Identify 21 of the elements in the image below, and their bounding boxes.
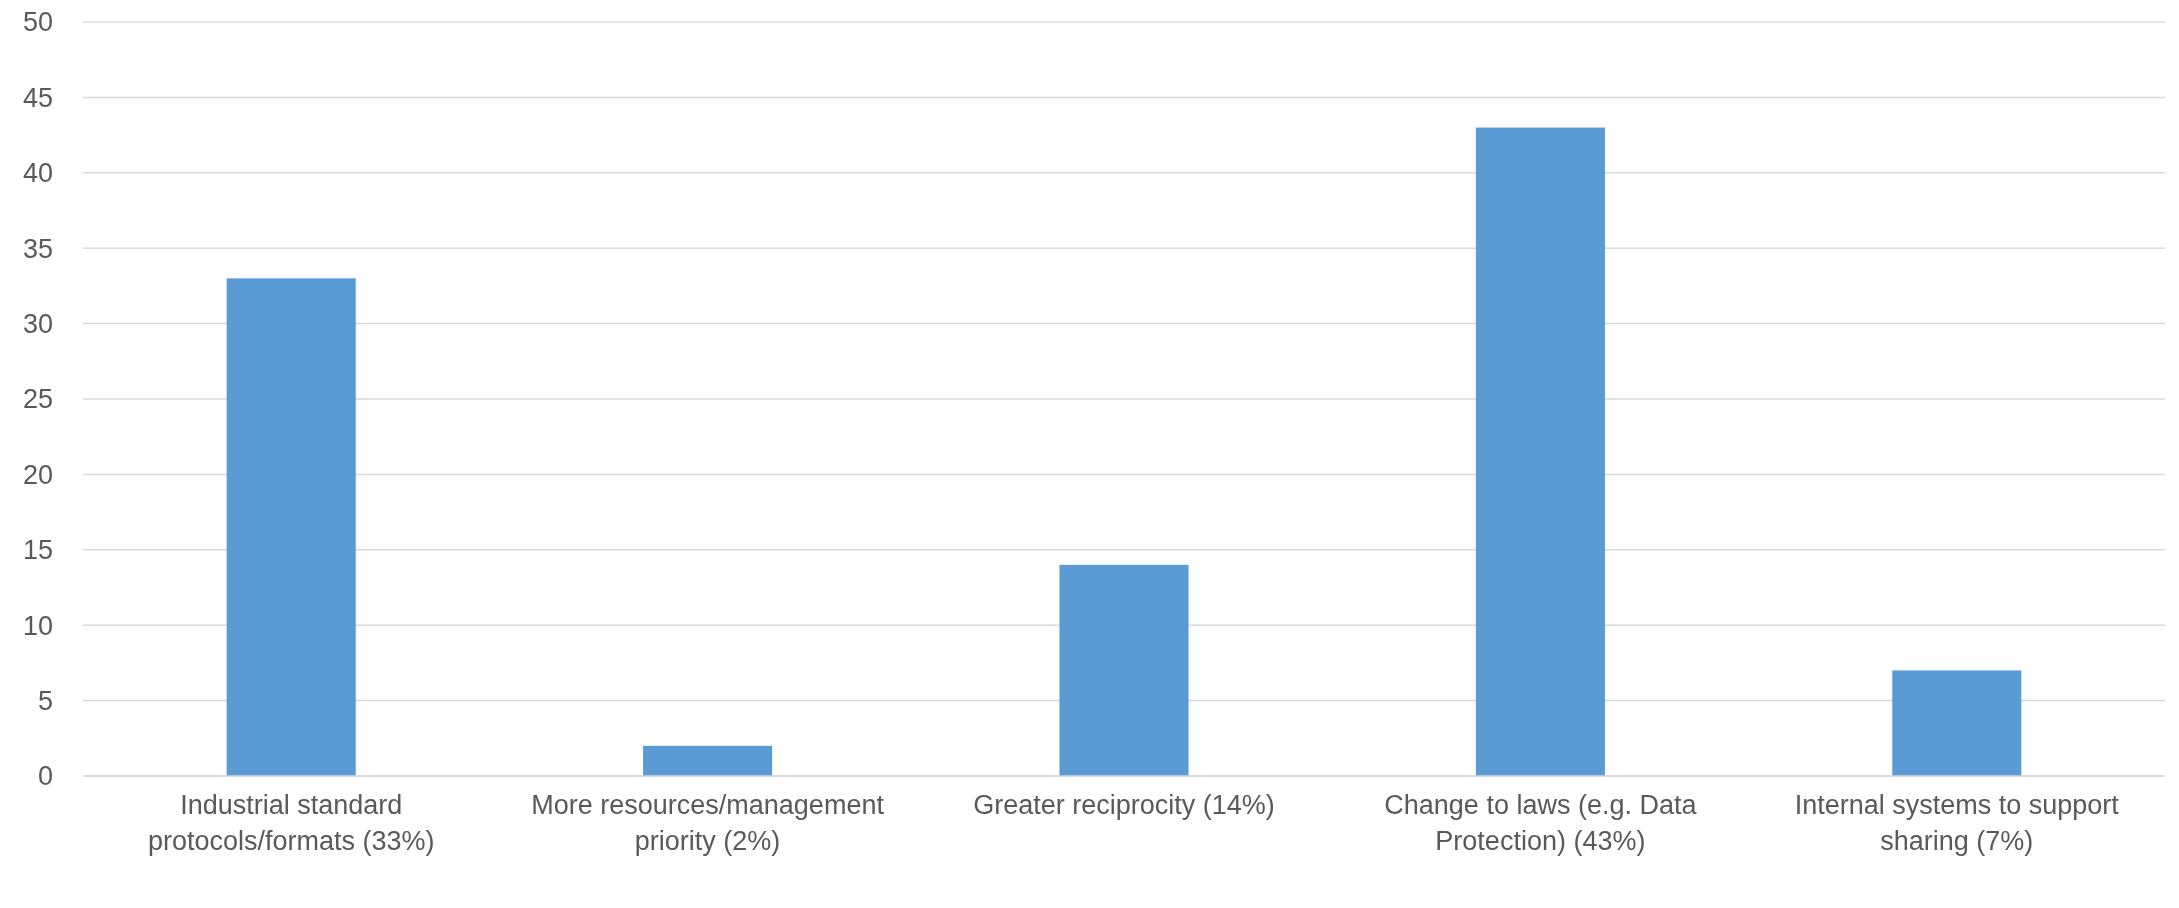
x-tick-label: Internal systems to support sharing (7%): [1794, 790, 2120, 856]
y-tick-label: 0: [37, 761, 53, 792]
x-tick-label: Industrial standard protocols/formats (33%): [147, 790, 435, 856]
y-tick-label: 10: [22, 610, 53, 641]
x-tick-label: Change to laws (e.g. Data Protection) (43%): [1384, 790, 1698, 856]
bar: [1059, 564, 1189, 776]
bar: [1475, 127, 1605, 776]
y-tick-label: 50: [22, 7, 53, 38]
x-tick-label: Greater reciprocity (14%): [973, 790, 1275, 820]
y-tick-label: 40: [22, 158, 53, 189]
bar: [1892, 670, 2022, 776]
y-tick-label: 25: [22, 384, 53, 415]
x-tick-label: More resources/management priority (2%): [531, 790, 885, 856]
bar: [643, 745, 773, 776]
y-tick-label: 35: [22, 233, 53, 264]
bar: [226, 278, 356, 776]
y-tick-label: 15: [22, 535, 53, 566]
y-tick-label: 45: [22, 82, 53, 113]
y-tick-label: 20: [22, 459, 53, 490]
y-tick-label: 30: [22, 309, 53, 340]
y-tick-label: 5: [37, 686, 53, 717]
